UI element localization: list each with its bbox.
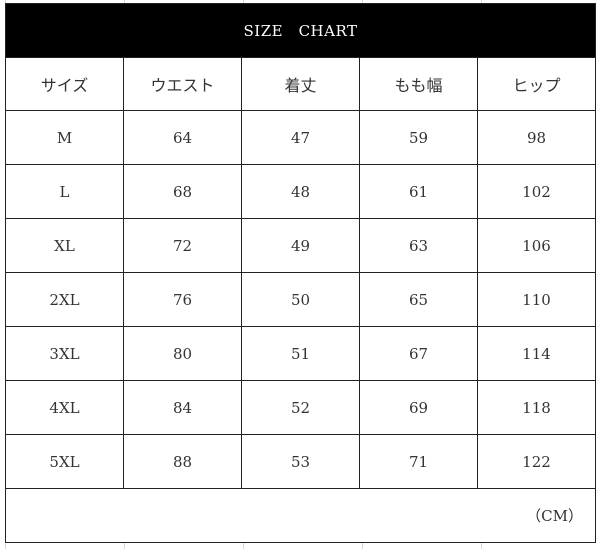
cell-hip: 98 [477,110,596,165]
unit-row: （CM） [5,488,596,543]
header-hip: ヒップ [477,57,596,111]
cell-size: 4XL [5,380,124,435]
cell-size: 2XL [5,272,124,327]
cell-size: XL [5,218,124,273]
table-row: XL 72 49 63 106 [5,218,596,273]
header-length: 着丈 [241,57,360,111]
table-row: 5XL 88 53 71 122 [5,434,596,489]
cell-hip: 106 [477,218,596,273]
cell-waist: 76 [123,272,242,327]
chart-title: SIZE CHART [5,3,596,58]
cell-waist: 88 [123,434,242,489]
cell-length: 52 [241,380,360,435]
unit-label: （CM） [5,488,596,543]
table-row: M 64 47 59 98 [5,110,596,165]
table-row: 4XL 84 52 69 118 [5,380,596,435]
cell-thigh: 63 [359,218,478,273]
table-row: L 68 48 61 102 [5,164,596,219]
header-size: サイズ [5,57,124,111]
cell-length: 47 [241,110,360,165]
cell-waist: 72 [123,218,242,273]
cell-length: 51 [241,326,360,381]
cell-size: L [5,164,124,219]
header-waist: ウエスト [123,57,242,111]
cell-waist: 68 [123,164,242,219]
cell-thigh: 59 [359,110,478,165]
title-row: SIZE CHART [5,3,596,58]
cell-length: 49 [241,218,360,273]
cell-thigh: 61 [359,164,478,219]
cell-waist: 80 [123,326,242,381]
cell-thigh: 67 [359,326,478,381]
cell-hip: 122 [477,434,596,489]
size-chart-table: SIZE CHART サイズ ウエスト 着丈 もも幅 ヒップ M 64 47 59 98… [5,3,596,543]
cell-size: M [5,110,124,165]
cell-hip: 110 [477,272,596,327]
cell-length: 50 [241,272,360,327]
cell-thigh: 65 [359,272,478,327]
table-row: 2XL 76 50 65 110 [5,272,596,327]
cell-size: 5XL [5,434,124,489]
cell-length: 48 [241,164,360,219]
cell-hip: 118 [477,380,596,435]
header-thigh: もも幅 [359,57,478,111]
table-row: 3XL 80 51 67 114 [5,326,596,381]
cell-waist: 84 [123,380,242,435]
cell-hip: 102 [477,164,596,219]
cell-hip: 114 [477,326,596,381]
cell-length: 53 [241,434,360,489]
cell-size: 3XL [5,326,124,381]
cell-waist: 64 [123,110,242,165]
cell-thigh: 71 [359,434,478,489]
header-row: サイズ ウエスト 着丈 もも幅 ヒップ [5,57,596,111]
cell-thigh: 69 [359,380,478,435]
